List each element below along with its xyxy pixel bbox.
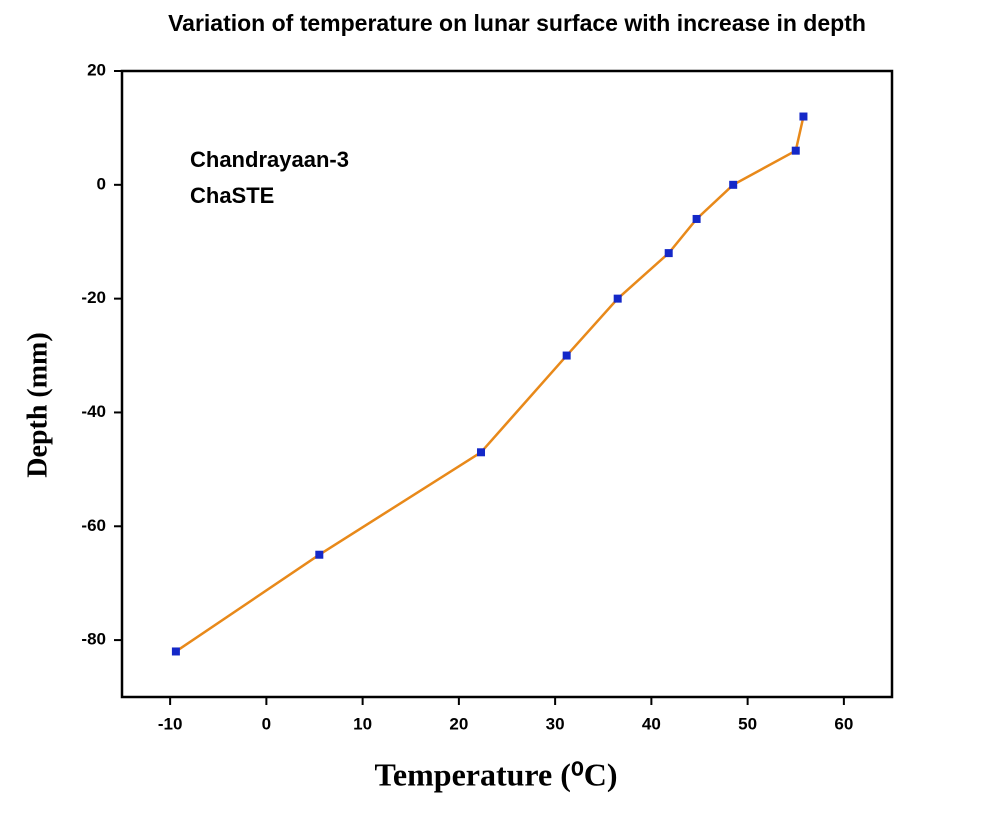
data-point: [562, 351, 571, 360]
data-point: [477, 448, 486, 457]
annotation: ChaSTE: [190, 183, 274, 208]
plot-frame: [120, 69, 894, 699]
data-line: [175, 116, 805, 653]
y-tick-label: -20: [81, 288, 106, 307]
data-point: [799, 112, 808, 121]
x-axis-label: Temperature (⁰C): [375, 756, 618, 792]
annotation: Chandrayaan-3: [190, 147, 349, 172]
data-point: [692, 214, 701, 223]
y-tick-label: -80: [81, 630, 106, 649]
x-tick-label: 50: [738, 714, 757, 733]
data-point: [315, 550, 324, 559]
chart-title: Variation of temperature on lunar surfac…: [168, 10, 866, 36]
x-tick-label: 30: [546, 714, 565, 733]
data-point: [613, 294, 622, 303]
x-tick-label: 40: [642, 714, 661, 733]
x-tick-label: -10: [158, 714, 183, 733]
x-tick-label: 60: [834, 714, 853, 733]
y-tick-label: 0: [97, 174, 106, 193]
y-tick-label: 20: [87, 60, 106, 79]
x-tick-label: 10: [353, 714, 372, 733]
data-point: [791, 146, 800, 155]
y-axis-label: Depth (mm): [22, 332, 53, 477]
data-point: [729, 180, 738, 189]
x-tick-label: 0: [262, 714, 271, 733]
x-tick-label: 20: [449, 714, 468, 733]
data-point: [171, 647, 180, 656]
y-tick-label: -60: [81, 516, 106, 535]
y-tick-label: -40: [81, 402, 106, 421]
data-point: [664, 249, 673, 258]
